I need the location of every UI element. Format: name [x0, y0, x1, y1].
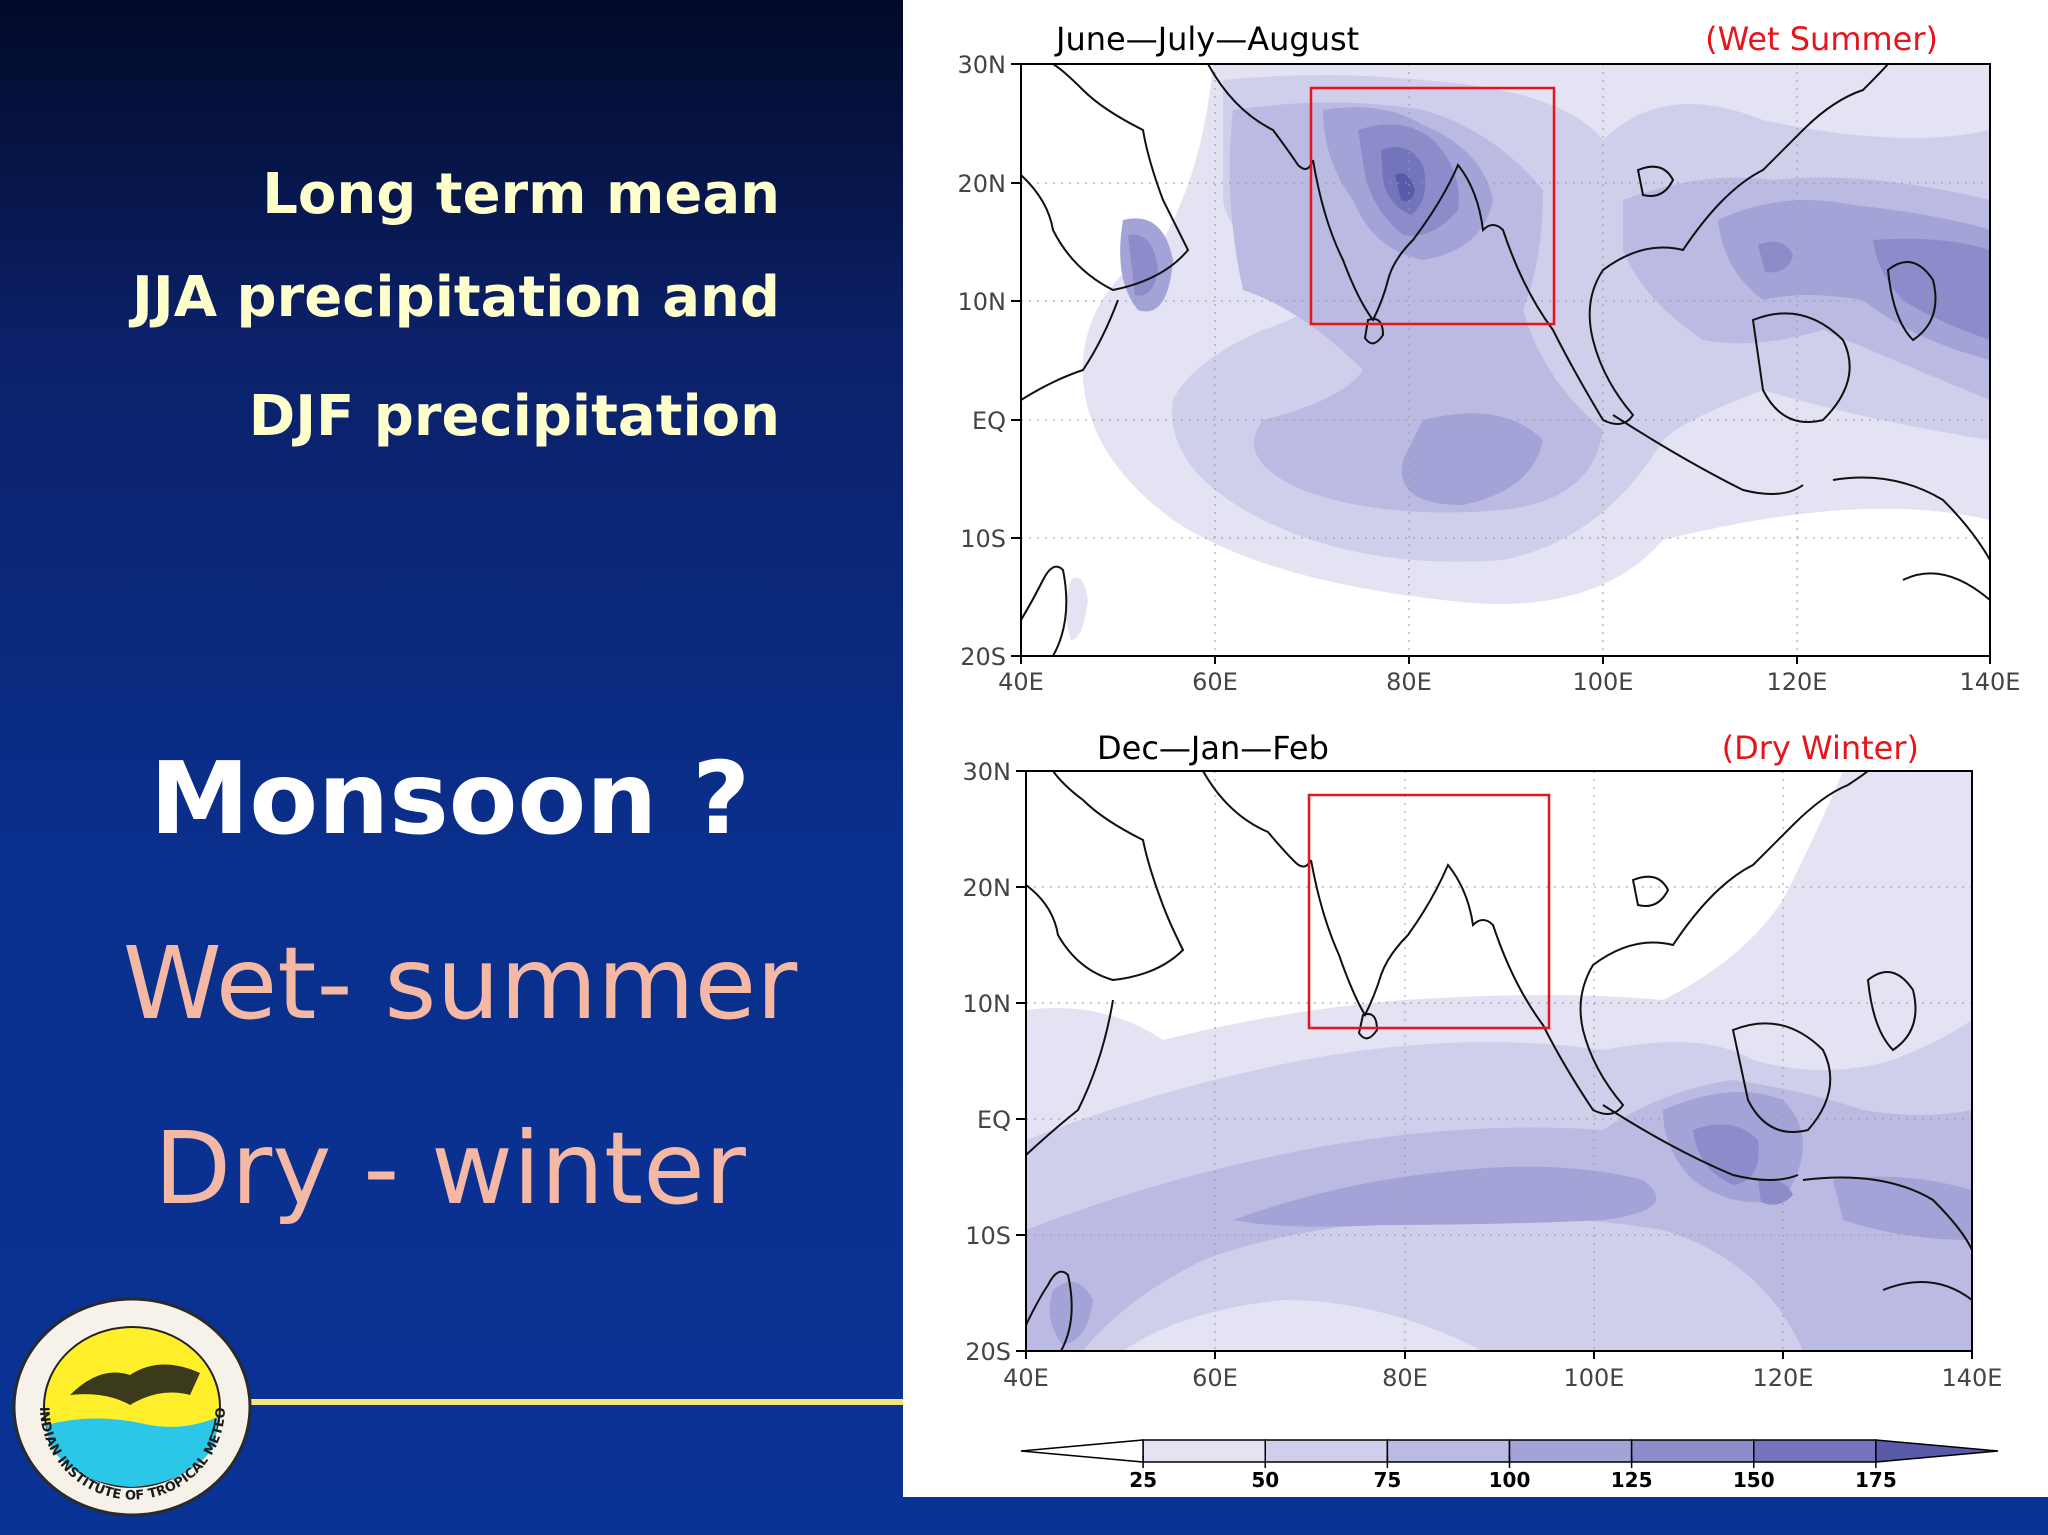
- colorbar-label: 100: [1489, 1468, 1531, 1492]
- djf-lon-tick: 40E: [1003, 1364, 1049, 1392]
- jja-lon-tick: 140E: [1960, 668, 2021, 696]
- djf-season-tag: (Dry Winter): [1722, 729, 1919, 767]
- footer-divider: [250, 1399, 910, 1405]
- djf-lon-tick: 140E: [1942, 1364, 2003, 1392]
- djf-lat-tick: EQ: [977, 1106, 1011, 1134]
- jja-lon-tick: 120E: [1767, 668, 1828, 696]
- map-panel: June—July—August (Wet Summer) 30N 20N 10…: [903, 0, 2048, 1497]
- colorbar-swatch: [1264, 1439, 1389, 1463]
- jja-lat-tick: 10N: [958, 288, 1007, 316]
- jja-lon-tick: 40E: [998, 668, 1044, 696]
- djf-lat-tick: 20N: [963, 874, 1012, 902]
- jja-map: June—July—August (Wet Summer) 30N 20N 10…: [958, 20, 2021, 696]
- jja-title: June—July—August: [1054, 20, 1359, 58]
- heading-line-3: DJF precipitation: [248, 384, 780, 449]
- djf-lat-tick: 10S: [965, 1222, 1011, 1250]
- jja-coastlines: [1021, 64, 1990, 656]
- djf-lat-tick: 30N: [963, 758, 1012, 786]
- djf-lon-tick: 120E: [1753, 1364, 1814, 1392]
- colorbar-label: 75: [1373, 1468, 1401, 1492]
- djf-lat-tick: 20S: [965, 1338, 1011, 1366]
- colorbar-low-triangle: [1020, 1439, 1144, 1463]
- wet-summer-text: Wet- summer: [122, 925, 798, 1042]
- jja-monsoon-box: [1309, 86, 1556, 326]
- colorbar-swatch: [1508, 1439, 1633, 1463]
- djf-monsoon-box: [1307, 793, 1551, 1030]
- djf-title: Dec—Jan—Feb: [1097, 729, 1329, 767]
- colorbar: 25 50 75 100 125 150 175: [1020, 1439, 1999, 1492]
- jja-lon-tick: 80E: [1386, 668, 1432, 696]
- colorbar-swatch: [1630, 1439, 1755, 1463]
- jja-lat-tick: 30N: [958, 51, 1007, 79]
- jja-lat-tick: 20N: [958, 170, 1007, 198]
- djf-precip-shading: [1026, 771, 1972, 1351]
- colorbar-label: 175: [1855, 1468, 1897, 1492]
- heading-line-2: JJA precipitation and: [132, 265, 780, 330]
- jja-lon-tick: 100E: [1573, 668, 1634, 696]
- jja-precip-shading: [1021, 64, 1990, 656]
- djf-frame: [1025, 770, 1973, 1352]
- colorbar-swatch: [1386, 1439, 1511, 1463]
- jja-season-tag: (Wet Summer): [1705, 20, 1938, 58]
- colorbar-label: 125: [1611, 1468, 1653, 1492]
- heading-line-1: Long term mean: [262, 162, 780, 227]
- colorbar-swatch: [1142, 1439, 1266, 1463]
- jja-lat-tick: 20S: [960, 643, 1006, 671]
- iitm-logo: INDIAN INSTITUTE OF TROPICAL METEOROLOGY…: [10, 1295, 252, 1517]
- colorbar-high-triangle: [1875, 1439, 1999, 1463]
- colorbar-swatch: [1753, 1439, 1877, 1463]
- monsoon-question: Monsoon ?: [149, 740, 751, 857]
- djf-lon-tick: 60E: [1192, 1364, 1238, 1392]
- jja-frame: [1020, 63, 1991, 657]
- jja-gridlines: [1021, 64, 1990, 656]
- djf-lon-tick: 100E: [1564, 1364, 1625, 1392]
- jja-lat-tick: EQ: [972, 407, 1006, 435]
- djf-lat-tick: 10N: [963, 990, 1012, 1018]
- dry-winter-text: Dry - winter: [154, 1110, 746, 1227]
- djf-ticks: [1016, 770, 1973, 1359]
- djf-map: Dec—Jan—Feb (Dry Winter) 30N 20N 10N EQ …: [963, 729, 2003, 1392]
- colorbar-label: 50: [1251, 1468, 1279, 1492]
- jja-ticks: [1011, 63, 1991, 664]
- jja-lat-tick: 10S: [960, 525, 1006, 553]
- colorbar-label: 150: [1733, 1468, 1775, 1492]
- jja-lon-tick: 60E: [1192, 668, 1238, 696]
- djf-lon-tick: 80E: [1382, 1364, 1428, 1392]
- precip-maps: June—July—August (Wet Summer) 30N 20N 10…: [958, 20, 2021, 1492]
- colorbar-label: 25: [1129, 1468, 1157, 1492]
- djf-coastlines: [1026, 771, 1972, 1351]
